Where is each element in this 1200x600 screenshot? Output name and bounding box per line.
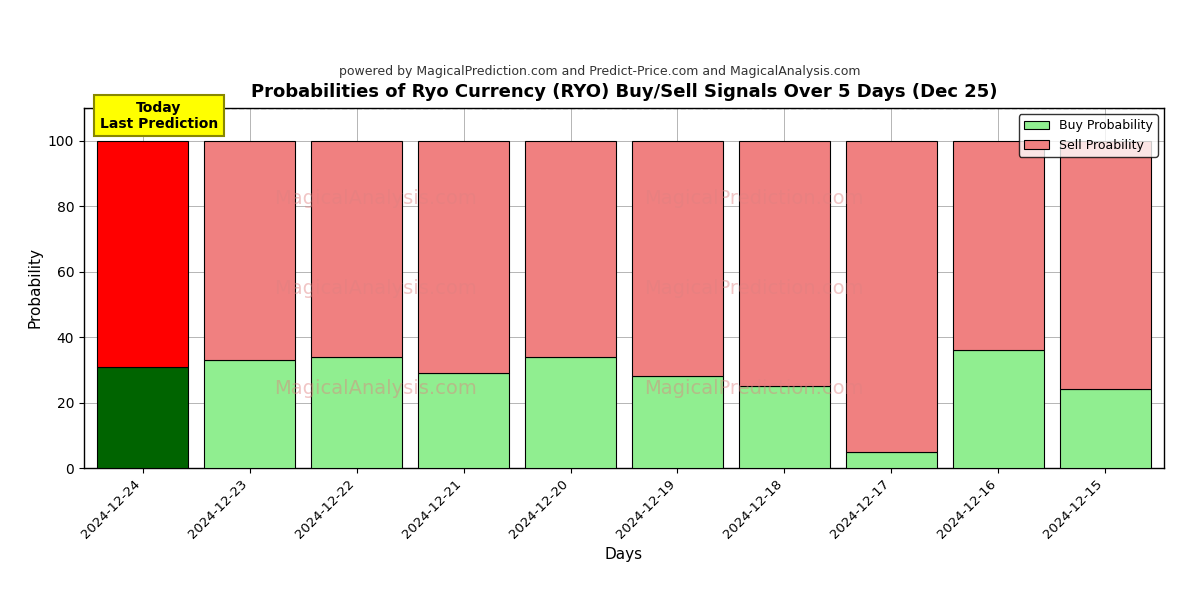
Bar xyxy=(204,360,295,468)
Bar xyxy=(846,141,937,452)
Bar xyxy=(739,386,830,468)
Text: MagicalAnalysis.com: MagicalAnalysis.com xyxy=(275,379,476,398)
Bar xyxy=(953,141,1044,350)
Bar xyxy=(1060,141,1151,389)
Bar xyxy=(97,141,188,367)
Legend: Buy Probability, Sell Proability: Buy Probability, Sell Proability xyxy=(1019,114,1158,157)
Text: MagicalPrediction.com: MagicalPrediction.com xyxy=(644,379,863,398)
Bar xyxy=(97,367,188,468)
Y-axis label: Probability: Probability xyxy=(28,247,42,329)
Bar xyxy=(1060,389,1151,468)
Bar xyxy=(418,141,509,373)
Bar xyxy=(632,376,722,468)
Bar xyxy=(311,357,402,468)
Bar xyxy=(418,373,509,468)
Bar xyxy=(739,141,830,386)
Bar xyxy=(204,141,295,360)
Bar xyxy=(632,141,722,376)
Bar xyxy=(846,452,937,468)
Bar xyxy=(526,357,616,468)
Title: Probabilities of Ryo Currency (RYO) Buy/Sell Signals Over 5 Days (Dec 25): Probabilities of Ryo Currency (RYO) Buy/… xyxy=(251,83,997,101)
Text: MagicalPrediction.com: MagicalPrediction.com xyxy=(644,188,863,208)
Bar xyxy=(311,141,402,357)
Text: MagicalAnalysis.com: MagicalAnalysis.com xyxy=(275,278,476,298)
Bar xyxy=(953,350,1044,468)
Text: MagicalAnalysis.com: MagicalAnalysis.com xyxy=(275,188,476,208)
Text: Today
Last Prediction: Today Last Prediction xyxy=(100,101,218,131)
Text: MagicalPrediction.com: MagicalPrediction.com xyxy=(644,278,863,298)
X-axis label: Days: Days xyxy=(605,547,643,562)
Text: powered by MagicalPrediction.com and Predict-Price.com and MagicalAnalysis.com: powered by MagicalPrediction.com and Pre… xyxy=(340,65,860,78)
Bar xyxy=(526,141,616,357)
